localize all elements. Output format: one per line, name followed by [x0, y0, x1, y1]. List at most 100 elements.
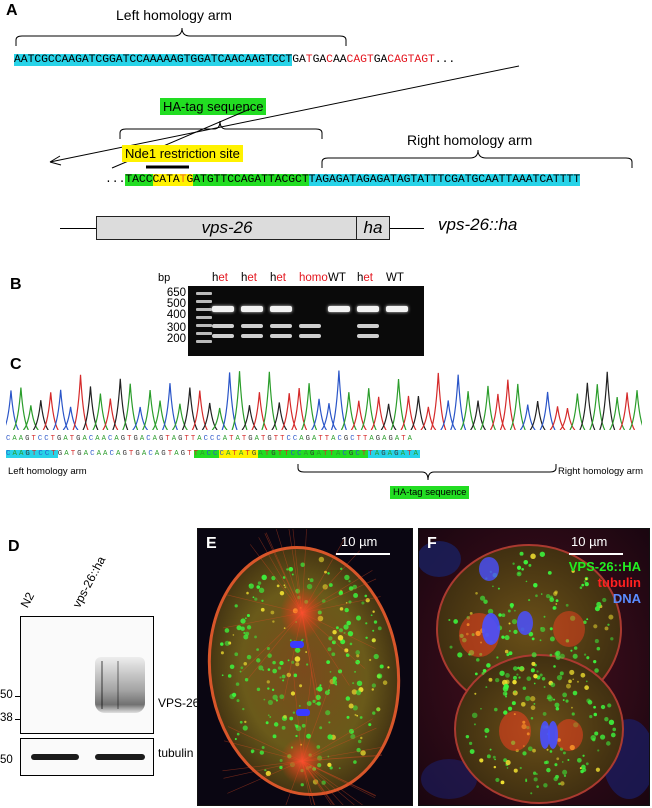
speckle — [565, 603, 569, 607]
speckle — [546, 748, 549, 751]
speckle — [348, 600, 352, 604]
speckle — [493, 765, 497, 769]
speckle — [293, 673, 298, 678]
speckle — [267, 687, 270, 690]
speckle — [234, 737, 237, 741]
speckle — [352, 705, 358, 711]
mw-50-bottom: 50 — [0, 754, 13, 766]
gel-band — [212, 306, 234, 312]
speckle — [526, 676, 532, 681]
read-base: C — [350, 435, 357, 443]
chromatogram-peak — [52, 389, 69, 430]
speckle — [354, 713, 357, 716]
speckle — [267, 653, 272, 658]
ref-base: A — [413, 450, 420, 458]
speckle — [335, 626, 339, 630]
speckle — [549, 595, 554, 600]
speckle — [327, 755, 330, 758]
speckle — [543, 783, 548, 788]
speckle — [570, 615, 576, 621]
left-tail-segment: GA — [312, 54, 327, 66]
speckle — [335, 683, 338, 686]
ref-base: T — [329, 450, 336, 458]
speckle — [504, 635, 510, 641]
c-ha-bracket — [297, 464, 557, 481]
speckle — [502, 691, 508, 696]
ref-base: T — [245, 450, 252, 458]
ref-base: C — [355, 450, 362, 458]
speckle — [519, 551, 524, 556]
speckle — [562, 769, 568, 775]
speckle — [264, 768, 267, 772]
speckle — [554, 702, 560, 708]
speckle — [371, 688, 374, 691]
speckle — [513, 675, 517, 680]
read-base: G — [267, 435, 274, 443]
speckle — [239, 720, 243, 724]
speckle — [604, 626, 609, 631]
speckle — [581, 583, 585, 587]
speckle — [479, 595, 486, 601]
speckle — [289, 639, 292, 642]
speckle — [240, 618, 246, 624]
chromatogram-peak — [330, 370, 347, 430]
nde1-label: Nde1 restriction site — [122, 145, 243, 162]
speckle — [315, 702, 318, 705]
speckle — [272, 694, 278, 700]
c-left-arm-label: Left homology arm — [8, 466, 87, 477]
speckle — [329, 671, 332, 673]
speckle — [571, 706, 573, 709]
speckle — [567, 758, 570, 762]
speckle — [556, 757, 560, 761]
speckle — [266, 646, 270, 651]
speckle — [329, 766, 333, 770]
read-base: C — [216, 435, 223, 443]
read-base: G — [159, 435, 166, 443]
speckle — [545, 593, 551, 599]
ladder-400: 400 — [166, 309, 186, 321]
speckle — [596, 646, 601, 651]
micrograph-e: E 10 µm — [197, 528, 413, 806]
chromatogram-peak — [390, 379, 407, 430]
reference-sequence: CAAGTCCTGATGACAACAGTGACAGTAGTTACCCATATGA… — [6, 450, 420, 458]
speckle — [332, 630, 337, 635]
speckle — [600, 704, 606, 710]
speckle — [586, 618, 589, 621]
speckle — [531, 652, 537, 658]
ref-base: A — [103, 450, 110, 458]
speckle — [582, 767, 587, 772]
lane-label-suffix: homo — [299, 272, 328, 284]
ref-yellow: CATATG — [219, 450, 259, 458]
chromatogram-peak — [370, 396, 387, 430]
legend-item: DNA — [612, 591, 641, 606]
lane-label-prefix: WT — [328, 272, 346, 284]
speckle — [355, 690, 362, 696]
speckle — [376, 673, 383, 679]
speckle — [525, 695, 531, 701]
speckle — [325, 710, 331, 716]
chromatogram-peak — [529, 400, 546, 430]
speckle — [547, 696, 554, 702]
diagram-lines — [49, 65, 633, 169]
gel-band — [241, 334, 263, 338]
speckle — [586, 656, 590, 660]
speckle — [580, 672, 586, 678]
speckle — [565, 639, 570, 643]
speckle — [517, 666, 520, 670]
speckle — [483, 599, 488, 604]
speckle — [361, 601, 365, 605]
speckle — [271, 575, 276, 581]
ref-base: C — [297, 450, 304, 458]
left-tail-segment: CAGTAGT — [387, 54, 435, 66]
read-base: T — [363, 435, 370, 443]
speckle — [294, 647, 301, 653]
speckle — [354, 670, 356, 673]
speckle — [506, 653, 510, 657]
speckle — [539, 551, 546, 557]
speckle — [485, 686, 488, 689]
speckle — [353, 760, 357, 764]
gel-band — [357, 334, 379, 338]
chromatogram-peak — [271, 402, 288, 430]
read-base: C — [337, 435, 344, 443]
speckle — [261, 599, 264, 602]
